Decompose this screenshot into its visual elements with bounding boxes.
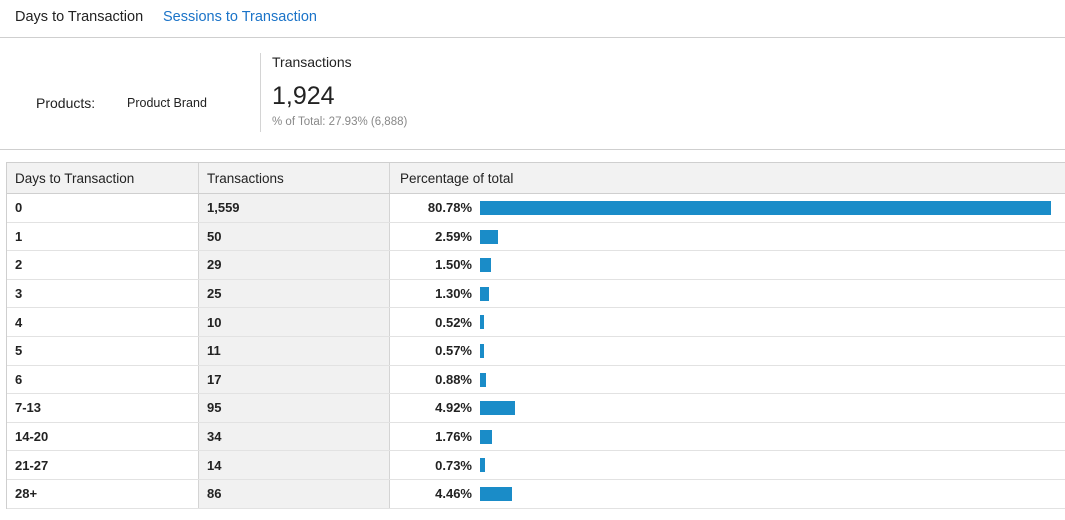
transactions-cell: 25 [199, 279, 390, 308]
days-cell: 2 [7, 251, 199, 279]
table-body: 0 1,559 80.78% 1 50 2.59% 2 29 1.50% 3 25 1.30% 4 10 0… [7, 194, 1065, 509]
percentage-value: 0.57% [435, 343, 472, 359]
percentage-cell: 2.59% [390, 223, 1065, 251]
percentage-bar [480, 315, 484, 330]
percentage-value: 1.76% [435, 429, 472, 445]
dimension-label: Products: [36, 95, 96, 111]
column-header-percentage[interactable]: Percentage of total [400, 170, 514, 186]
percentage-bar-track [480, 286, 1051, 301]
percentage-value: 4.46% [435, 486, 472, 502]
table-row: 3 25 1.30% [7, 279, 1065, 309]
table-header-row: Days to Transaction Transactions Percent… [7, 163, 1065, 194]
days-cell: 5 [7, 336, 199, 365]
table-row: 28+ 86 4.46% [7, 479, 1065, 509]
table-row: 1 50 2.59% [7, 222, 1065, 252]
percentage-bar-track [480, 401, 1051, 416]
percentage-value: 1.30% [435, 286, 472, 302]
percentage-cell: 1.50% [390, 251, 1065, 279]
table-row: 4 10 0.52% [7, 308, 1065, 337]
table-row: 7-13 95 4.92% [7, 394, 1065, 423]
percentage-bar [480, 486, 512, 501]
summary-panel: Products: Product Brand Transactions 1,9… [0, 38, 1065, 150]
column-header-transactions[interactable]: Transactions [199, 163, 390, 193]
percentage-value: 2.59% [435, 228, 472, 244]
percentage-cell: 0.57% [390, 337, 1065, 365]
column-header-days[interactable]: Days to Transaction [7, 163, 199, 193]
percentage-bar-track [480, 429, 1051, 444]
table-row: 14-20 34 1.76% [7, 422, 1065, 452]
percentage-bar-track [480, 229, 1051, 244]
percentage-value: 0.88% [435, 371, 472, 387]
percentage-value: 0.73% [435, 457, 472, 473]
percentage-bar-track [480, 258, 1051, 273]
days-cell: 6 [7, 365, 199, 394]
percentage-cell: 0.73% [390, 451, 1065, 479]
percentage-bar-track [480, 343, 1051, 358]
metric-name: Transactions [272, 54, 352, 70]
percentage-bar [480, 343, 484, 358]
percentage-bar-track [480, 458, 1051, 473]
summary-divider [260, 53, 261, 132]
percentage-cell: 1.76% [390, 423, 1065, 451]
transactions-cell: 14 [199, 451, 390, 479]
days-cell: 1 [7, 222, 199, 251]
percentage-bar [480, 201, 1051, 215]
transactions-cell: 1,559 [199, 194, 390, 222]
percentage-bar [480, 429, 492, 444]
table-row: 6 17 0.88% [7, 365, 1065, 395]
transactions-cell: 34 [199, 422, 390, 451]
days-cell: 7-13 [7, 394, 199, 422]
days-cell: 21-27 [7, 451, 199, 479]
transactions-cell: 95 [199, 394, 390, 422]
percentage-bar [480, 258, 491, 273]
days-cell: 28+ [7, 479, 199, 508]
days-cell: 4 [7, 308, 199, 336]
days-cell: 3 [7, 279, 199, 308]
percentage-cell: 4.92% [390, 394, 1065, 422]
data-table: Days to Transaction Transactions Percent… [6, 162, 1065, 509]
percentage-value: 4.92% [435, 400, 472, 416]
percentage-bar [480, 401, 515, 416]
percentage-bar [480, 229, 498, 244]
percentage-value: 0.52% [435, 314, 472, 330]
percentage-cell: 4.46% [390, 480, 1065, 508]
percentage-bar-track [480, 486, 1051, 501]
percentage-cell: 80.78% [390, 194, 1065, 222]
percentage-bar [480, 372, 486, 387]
days-cell: 0 [7, 194, 199, 222]
percentage-cell: 1.30% [390, 280, 1065, 308]
table-row: 2 29 1.50% [7, 251, 1065, 280]
metric-percent-of-total: % of Total: 27.93% (6,888) [272, 116, 408, 128]
transactions-cell: 11 [199, 336, 390, 365]
percentage-bar-track [480, 315, 1051, 330]
transactions-cell: 29 [199, 251, 390, 279]
transactions-cell: 86 [199, 479, 390, 508]
percentage-bar-track [480, 372, 1051, 387]
percentage-bar [480, 458, 485, 473]
transactions-cell: 10 [199, 308, 390, 336]
percentage-bar-track [480, 201, 1051, 215]
percentage-cell: 0.88% [390, 366, 1065, 394]
percentage-value: 1.50% [435, 257, 472, 273]
percentage-bar [480, 286, 489, 301]
report-tabs: Days to Transaction Sessions to Transact… [0, 0, 1065, 38]
metric-value: 1,924 [272, 82, 335, 110]
table-row: 0 1,559 80.78% [7, 194, 1065, 223]
percentage-value: 80.78% [427, 200, 472, 216]
table-row: 5 11 0.57% [7, 336, 1065, 366]
tab-days-to-transaction[interactable]: Days to Transaction [15, 9, 144, 25]
days-cell: 14-20 [7, 422, 199, 451]
transactions-cell: 17 [199, 365, 390, 394]
transactions-cell: 50 [199, 222, 390, 251]
percentage-cell: 0.52% [390, 308, 1065, 336]
tab-sessions-to-transaction[interactable]: Sessions to Transaction [163, 9, 317, 25]
dimension-value: Product Brand [127, 96, 207, 110]
table-row: 21-27 14 0.73% [7, 451, 1065, 480]
